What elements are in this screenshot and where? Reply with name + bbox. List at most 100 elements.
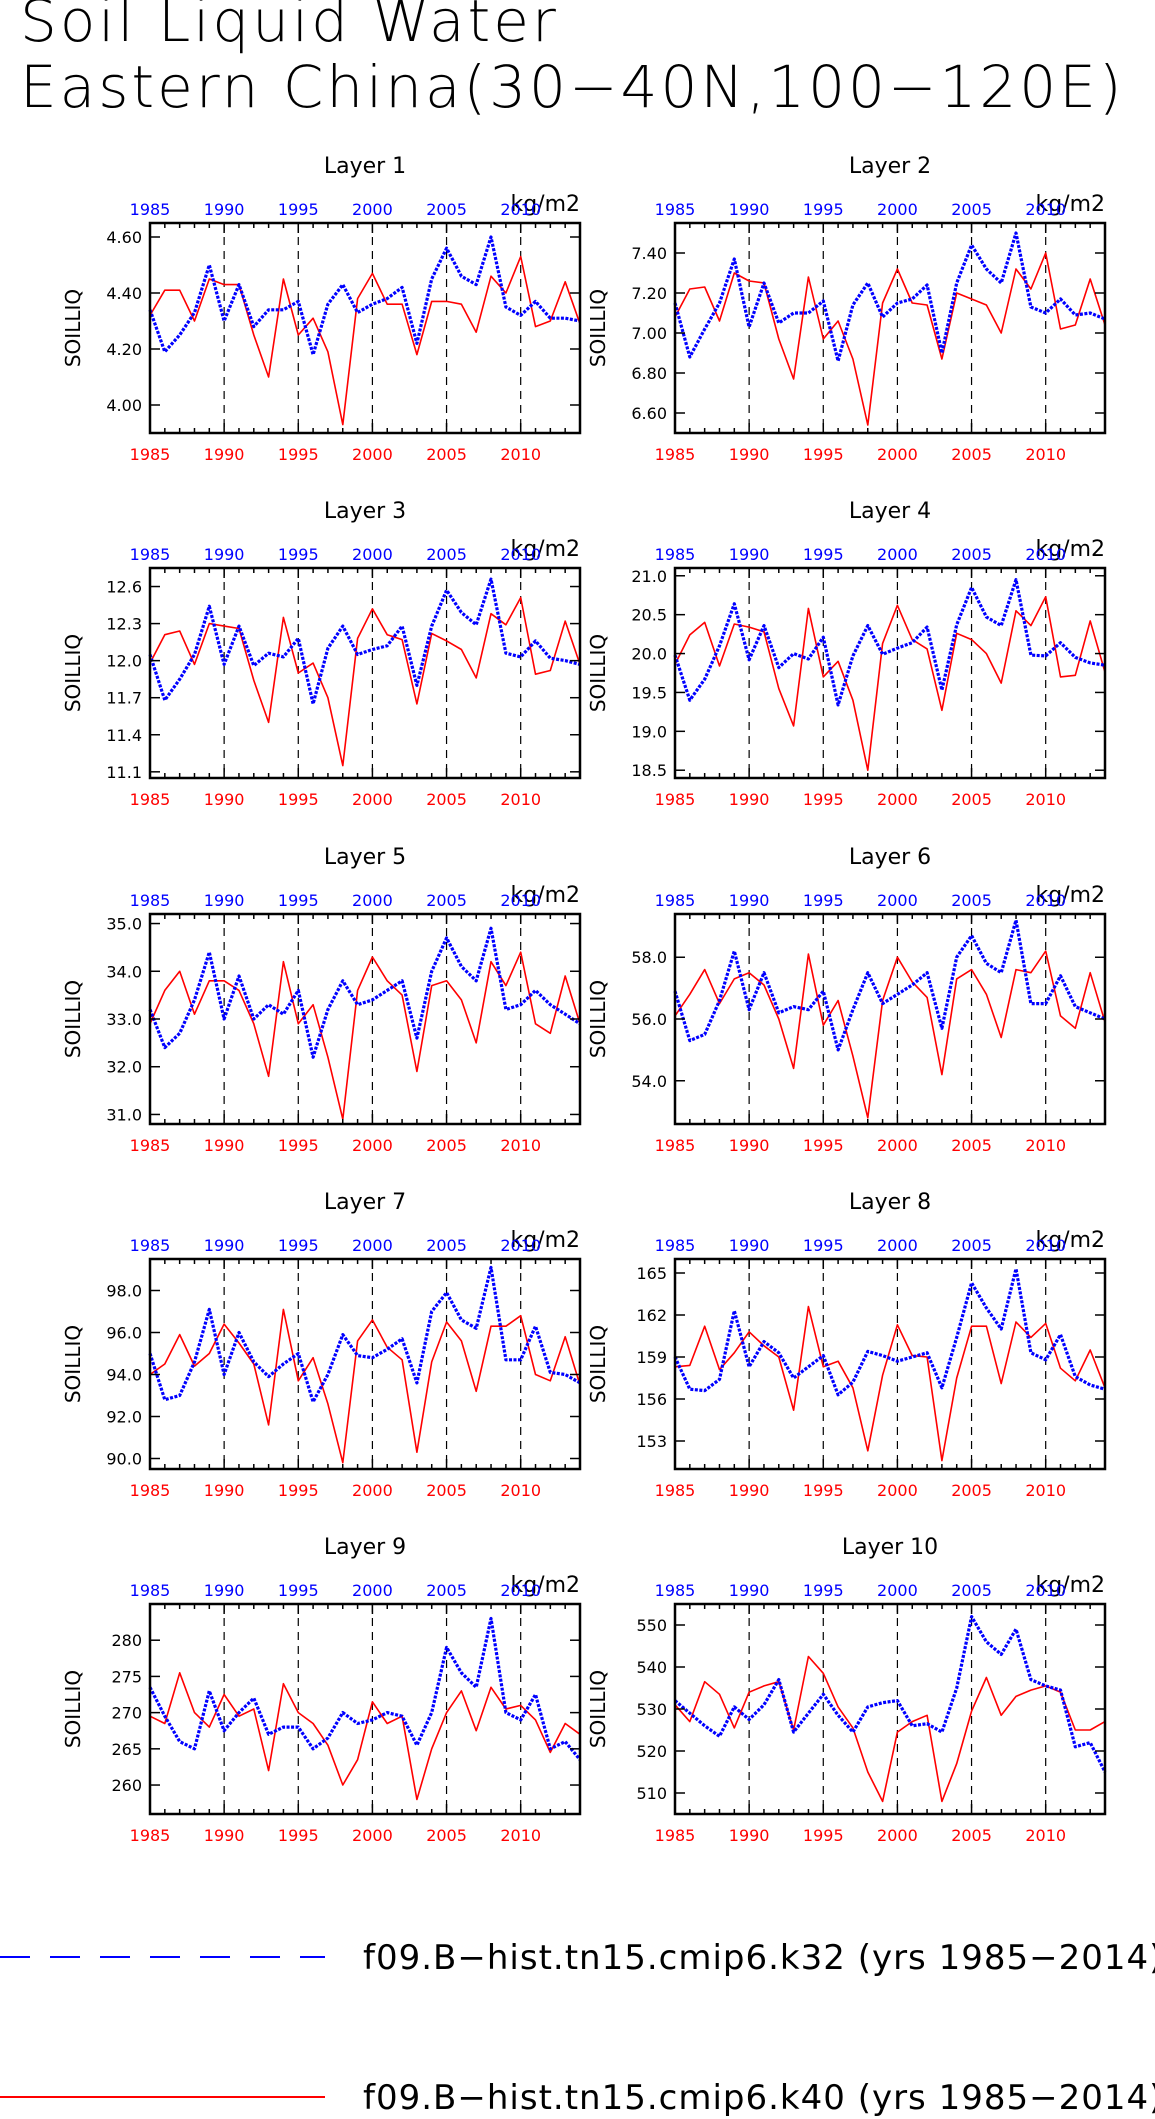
y-tick-label: 159 bbox=[636, 1348, 667, 1367]
x-tick-label-bottom: 1985 bbox=[130, 445, 171, 464]
plot-frame bbox=[148, 566, 582, 780]
x-tick-label-bottom: 2005 bbox=[951, 1481, 992, 1500]
y-tick-label: 11.1 bbox=[106, 763, 142, 782]
x-tick-label-bottom: 1990 bbox=[204, 1136, 245, 1155]
x-tick-label-bottom: 1990 bbox=[204, 790, 245, 809]
y-axis-label: SOILLIQ bbox=[586, 1670, 610, 1748]
x-tick-label-top: 2005 bbox=[426, 1236, 467, 1255]
x-tick-label-bottom: 1985 bbox=[655, 790, 696, 809]
y-tick-label: 11.7 bbox=[106, 689, 142, 708]
units-label: kg/m2 bbox=[510, 1573, 580, 1598]
plot-frame bbox=[148, 912, 582, 1126]
x-tick-label-bottom: 2000 bbox=[877, 1481, 918, 1500]
x-tick-label-top: 2010 bbox=[500, 891, 541, 910]
x-tick-label-top: 1990 bbox=[729, 545, 770, 564]
y-tick-label: 275 bbox=[111, 1667, 142, 1686]
x-tick-label-bottom: 2005 bbox=[951, 1826, 992, 1845]
x-tick-label-bottom: 2005 bbox=[951, 445, 992, 464]
x-tick-label-bottom: 2000 bbox=[877, 1826, 918, 1845]
figure-title-line-2: Eastern China(30−40N,100−120E) bbox=[20, 53, 1125, 121]
plot-frame bbox=[673, 1257, 1107, 1471]
x-tick-label-bottom: 1985 bbox=[130, 1826, 171, 1845]
x-tick-label-bottom: 2000 bbox=[877, 790, 918, 809]
y-axis-label: SOILLIQ bbox=[586, 1325, 610, 1403]
x-tick-label-bottom: 2010 bbox=[1025, 445, 1066, 464]
y-tick-label: 7.00 bbox=[631, 324, 667, 343]
x-tick-label-bottom: 1990 bbox=[729, 790, 770, 809]
y-tick-label: 12.0 bbox=[106, 652, 142, 671]
x-tick-label-bottom: 1995 bbox=[278, 1481, 319, 1500]
chart-panel-5: Layer 5 kg/m2 SOILLIQ 1985 1985 1990 1990 1995 1… bbox=[61, 845, 582, 1155]
series-line-k32 bbox=[673, 231, 1106, 363]
y-tick-label: 58.0 bbox=[631, 948, 667, 967]
x-tick-label-top: 1990 bbox=[729, 200, 770, 219]
x-tick-label-bottom: 2000 bbox=[352, 1481, 393, 1500]
x-tick-label-top: 1995 bbox=[803, 1236, 844, 1255]
y-tick-label: 31.0 bbox=[106, 1105, 142, 1124]
x-tick-label-top: 2005 bbox=[951, 1581, 992, 1600]
y-tick-label: 265 bbox=[111, 1740, 142, 1759]
x-tick-label-bottom: 1990 bbox=[204, 445, 245, 464]
units-label: kg/m2 bbox=[510, 883, 580, 908]
y-tick-label: 7.20 bbox=[631, 284, 667, 303]
y-tick-label: 20.5 bbox=[631, 606, 667, 625]
y-tick-label: 98.0 bbox=[106, 1282, 142, 1301]
x-tick-label-top: 1985 bbox=[655, 545, 696, 564]
x-tick-label-bottom: 1990 bbox=[729, 1826, 770, 1845]
x-tick-label-bottom: 2005 bbox=[951, 1136, 992, 1155]
y-tick-label: 7.40 bbox=[631, 244, 667, 263]
x-tick-label-bottom: 2010 bbox=[500, 1826, 541, 1845]
series-line-k32 bbox=[148, 577, 581, 706]
x-tick-label-top: 2005 bbox=[951, 1236, 992, 1255]
panel-title: Layer 5 bbox=[324, 845, 406, 870]
y-tick-label: 156 bbox=[636, 1390, 667, 1409]
panel-title: Layer 4 bbox=[849, 499, 931, 524]
y-tick-label: 270 bbox=[111, 1704, 142, 1723]
panel-title: Layer 6 bbox=[849, 845, 931, 870]
panel-title: Layer 10 bbox=[842, 1535, 938, 1560]
x-tick-label-bottom: 1985 bbox=[130, 790, 171, 809]
y-tick-label: 4.60 bbox=[106, 228, 142, 247]
series-line-k40 bbox=[149, 1308, 581, 1464]
x-tick-label-top: 1990 bbox=[204, 200, 245, 219]
units-label: kg/m2 bbox=[510, 192, 580, 217]
y-tick-label: 56.0 bbox=[631, 1010, 667, 1029]
x-tick-label-bottom: 2000 bbox=[352, 445, 393, 464]
x-tick-label-top: 1990 bbox=[729, 1581, 770, 1600]
y-tick-label: 20.0 bbox=[631, 645, 667, 664]
series-line-k40 bbox=[149, 1672, 581, 1801]
x-tick-label-bottom: 1985 bbox=[655, 1481, 696, 1500]
y-tick-label: 520 bbox=[636, 1742, 667, 1761]
chart-panel-7: Layer 7 kg/m2 SOILLIQ 1985 1985 1990 1990 1995 1… bbox=[61, 1190, 582, 1500]
series-line-k40 bbox=[674, 1655, 1106, 1803]
y-tick-label: 35.0 bbox=[106, 915, 142, 934]
x-tick-label-bottom: 1985 bbox=[130, 1136, 171, 1155]
x-tick-label-top: 1990 bbox=[729, 1236, 770, 1255]
y-tick-label: 280 bbox=[111, 1631, 142, 1650]
x-tick-label-bottom: 2000 bbox=[877, 1136, 918, 1155]
x-tick-label-top: 1985 bbox=[130, 891, 171, 910]
x-tick-label-bottom: 2010 bbox=[1025, 1136, 1066, 1155]
x-tick-label-bottom: 1995 bbox=[278, 1136, 319, 1155]
y-tick-label: 96.0 bbox=[106, 1324, 142, 1343]
x-tick-label-top: 1995 bbox=[278, 891, 319, 910]
x-tick-label-bottom: 1995 bbox=[803, 1826, 844, 1845]
y-tick-label: 153 bbox=[636, 1432, 667, 1451]
y-tick-label: 90.0 bbox=[106, 1450, 142, 1469]
series-line-k32 bbox=[673, 1267, 1106, 1397]
x-tick-label-top: 1995 bbox=[803, 545, 844, 564]
x-tick-label-top: 1985 bbox=[655, 891, 696, 910]
x-tick-label-bottom: 1995 bbox=[803, 1136, 844, 1155]
panel-title: Layer 1 bbox=[324, 154, 406, 179]
x-tick-label-bottom: 2005 bbox=[426, 445, 467, 464]
series-line-k32 bbox=[148, 1616, 582, 1761]
series-line-k32 bbox=[148, 1265, 581, 1404]
chart-panel-6: Layer 6 kg/m2 SOILLIQ 1985 1985 1990 1990 1995 1… bbox=[586, 845, 1107, 1155]
plot-frame bbox=[673, 1602, 1107, 1816]
x-tick-label-bottom: 1995 bbox=[278, 1826, 319, 1845]
panel-title: Layer 8 bbox=[849, 1190, 931, 1215]
x-tick-label-bottom: 2005 bbox=[951, 790, 992, 809]
y-tick-label: 540 bbox=[636, 1658, 667, 1677]
y-tick-label: 162 bbox=[636, 1306, 667, 1325]
